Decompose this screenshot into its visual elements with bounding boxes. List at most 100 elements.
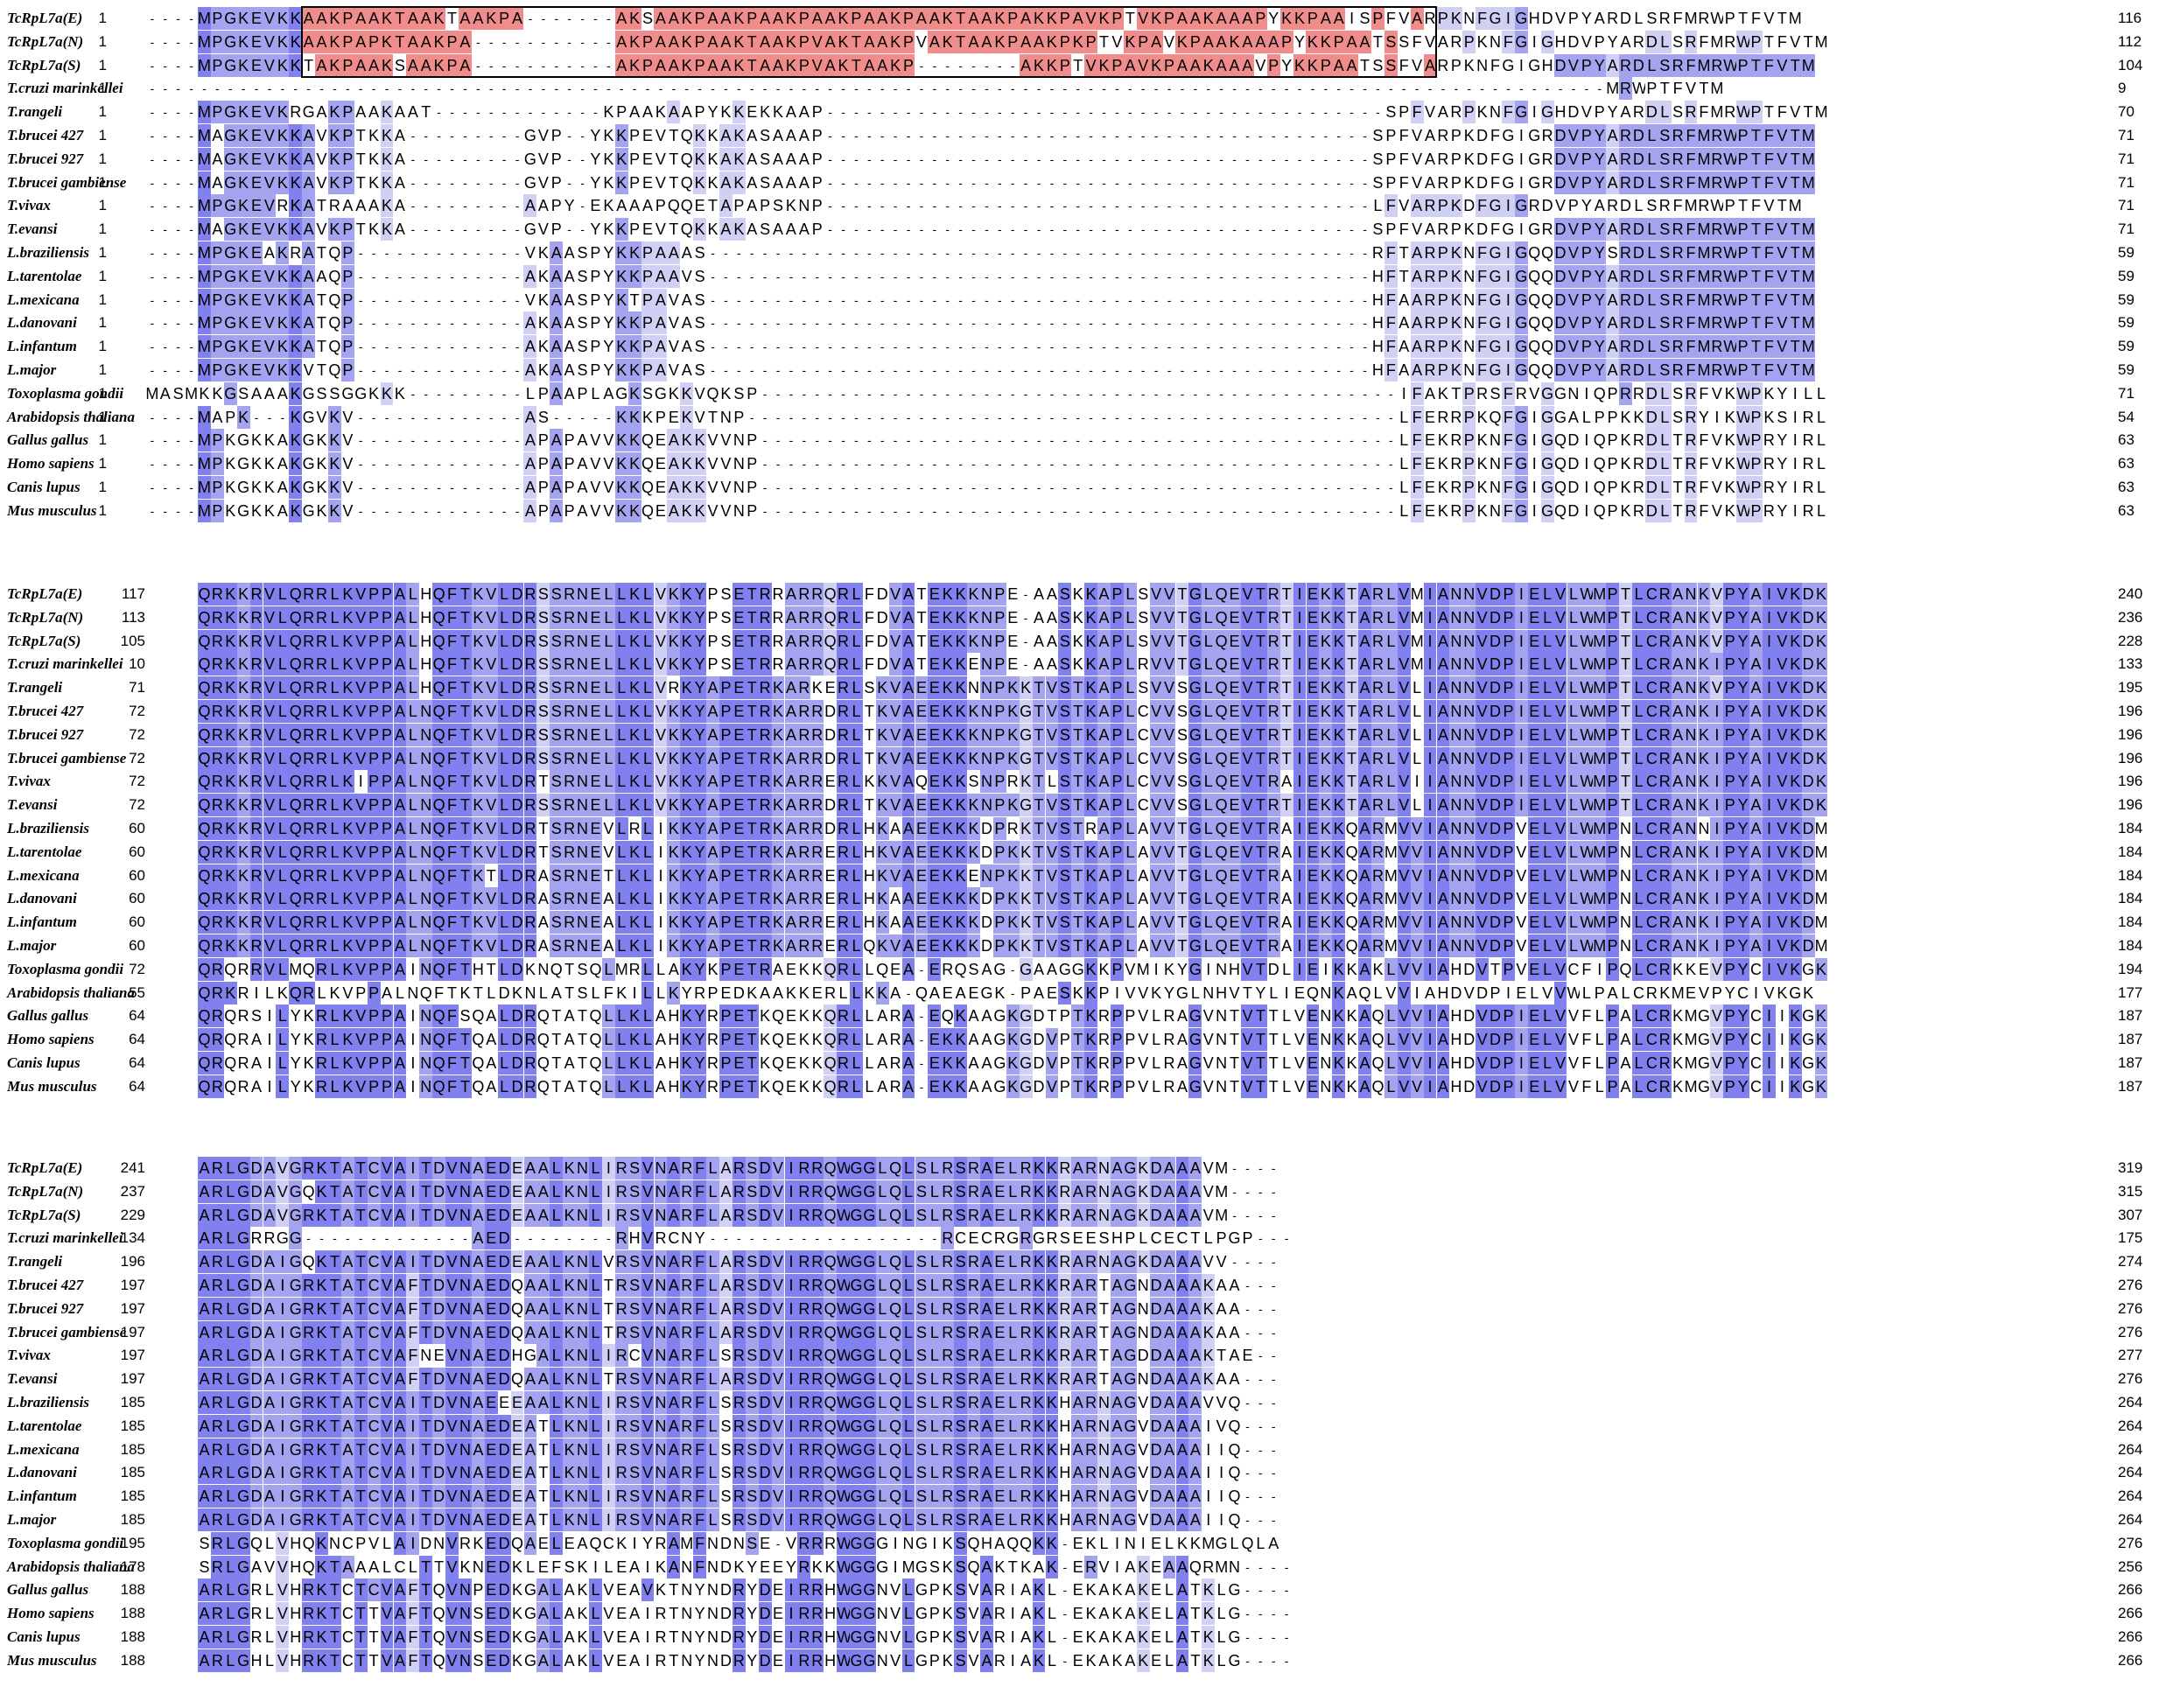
- residue: -: [841, 363, 845, 377]
- residue: V: [1553, 864, 1567, 887]
- residue: G: [1553, 405, 1567, 429]
- residue: -: [280, 410, 285, 424]
- residue: -: [1062, 480, 1068, 494]
- residue: V: [654, 676, 668, 700]
- residue: -: [1023, 480, 1028, 494]
- residue: K: [1319, 606, 1333, 629]
- residue: K: [992, 30, 1006, 53]
- residue: -: [1102, 129, 1106, 143]
- residue: V: [354, 746, 368, 770]
- residue: L: [1567, 840, 1581, 864]
- residue: A: [784, 746, 798, 770]
- residue: P: [1084, 30, 1098, 53]
- residue: -: [932, 316, 937, 331]
- residue: C: [1644, 864, 1658, 887]
- residue: V: [1162, 911, 1176, 934]
- residue: Y: [1775, 452, 1789, 476]
- residue: V: [1788, 30, 1802, 53]
- residue: L: [601, 583, 615, 606]
- residue: -: [841, 129, 845, 143]
- residue: K: [1436, 452, 1450, 476]
- residue: -: [1128, 386, 1132, 401]
- residue: Y: [1736, 629, 1750, 653]
- residue: P: [1606, 499, 1620, 522]
- residue: E: [1306, 746, 1320, 770]
- residue: Q: [1215, 746, 1229, 770]
- residue: V: [601, 452, 615, 476]
- residue: I: [654, 934, 668, 957]
- residue: -: [1062, 246, 1068, 260]
- alignment-row: Toxoplasma gondii 1 M A S M K K G S A A A K G S S G G K K K - -…: [0, 382, 2159, 405]
- residue: -: [1076, 410, 1081, 424]
- residue: L: [1540, 653, 1554, 676]
- residue: -: [450, 81, 454, 96]
- residue: I: [1293, 817, 1307, 840]
- residue: -: [1089, 433, 1093, 448]
- residue: -: [384, 363, 389, 377]
- residue: -: [437, 151, 441, 166]
- residue: K: [1332, 746, 1346, 770]
- residue: R: [523, 723, 537, 746]
- residue: T: [745, 676, 759, 700]
- residue: F: [1671, 7, 1685, 30]
- residue: -: [176, 175, 180, 190]
- residue: P: [849, 7, 863, 30]
- residue: -: [985, 222, 989, 237]
- residue: -: [815, 292, 820, 307]
- residue: -: [1363, 81, 1367, 96]
- residue: V: [1567, 335, 1581, 359]
- residue: -: [762, 410, 768, 424]
- residue: R: [810, 911, 824, 934]
- residue: K: [1084, 770, 1098, 794]
- residue: K: [784, 194, 798, 218]
- residue: K: [340, 723, 354, 746]
- species-label: L.mexicana: [7, 866, 80, 884]
- residue: V: [1149, 653, 1163, 676]
- residue: -: [867, 199, 872, 214]
- residue: -: [189, 246, 193, 260]
- residue: F: [1684, 171, 1698, 194]
- residue: P: [1502, 676, 1515, 700]
- residue: E: [589, 723, 602, 746]
- residue: N: [1449, 794, 1463, 817]
- residue: M: [1384, 887, 1398, 911]
- residue: T: [1032, 934, 1046, 957]
- residue: G: [523, 147, 537, 171]
- residue: R: [302, 700, 316, 723]
- residue: -: [1023, 316, 1028, 331]
- residue: L: [523, 382, 537, 405]
- residue: Q: [289, 840, 303, 864]
- residue: A: [1436, 817, 1450, 840]
- residue: E: [589, 676, 602, 700]
- residue: T: [1032, 887, 1046, 911]
- residue: G: [1501, 171, 1515, 194]
- residue: D: [1553, 359, 1567, 382]
- residue: F: [1762, 264, 1776, 288]
- residue: V: [1553, 770, 1567, 794]
- residue: V: [263, 264, 277, 288]
- residue: L: [497, 583, 511, 606]
- residue: E: [1228, 583, 1241, 606]
- residue: -: [998, 363, 1002, 377]
- residue: M: [1697, 53, 1710, 77]
- residue: P: [1502, 887, 1515, 911]
- residue: K: [1788, 583, 1802, 606]
- residue: K: [1332, 629, 1346, 653]
- residue: M: [197, 335, 211, 359]
- residue: D: [1631, 264, 1645, 288]
- residue: F: [1684, 312, 1698, 335]
- residue: R: [1266, 746, 1280, 770]
- residue: P: [1606, 629, 1620, 653]
- residue: F: [1489, 171, 1502, 194]
- residue: P: [1723, 606, 1737, 629]
- residue: -: [1193, 503, 1198, 518]
- residue: D: [510, 864, 524, 887]
- residue: -: [437, 340, 441, 354]
- residue: -: [1297, 410, 1302, 424]
- residue: Q: [1527, 288, 1541, 312]
- residue: P: [340, 30, 354, 53]
- residue: R: [810, 840, 824, 864]
- residue: -: [1062, 433, 1068, 448]
- residue: D: [1567, 101, 1581, 124]
- residue: E: [249, 312, 263, 335]
